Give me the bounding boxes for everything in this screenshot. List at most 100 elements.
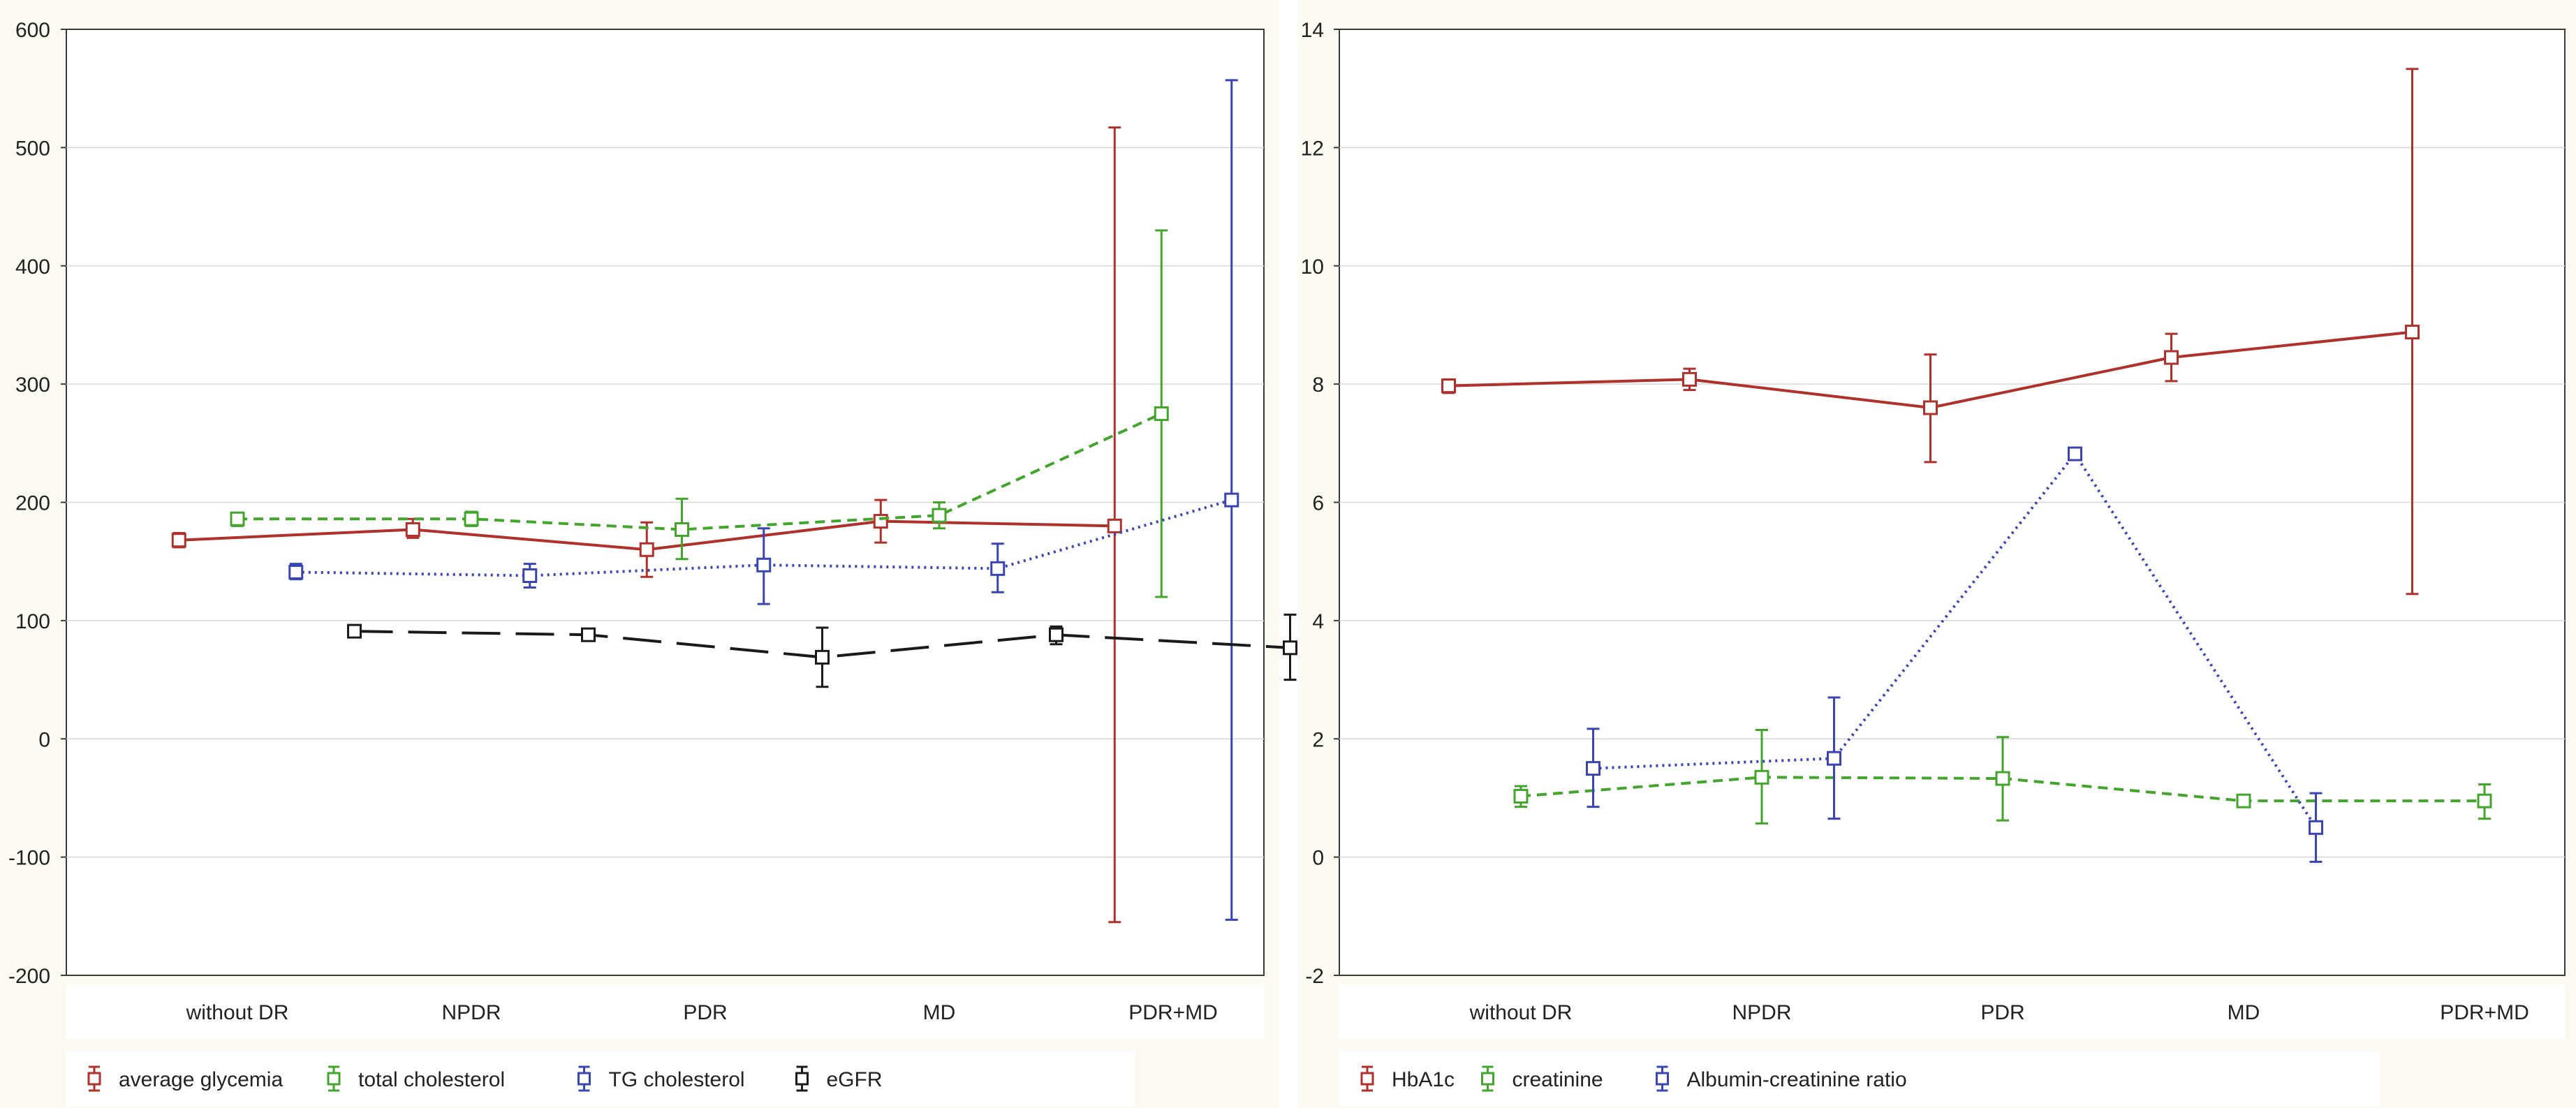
data-point-marker	[1441, 378, 1456, 394]
legend: HbA1c creatinine Albumin-creatinine ratio	[1339, 1051, 2380, 1107]
y-tick-label: 600	[15, 19, 50, 42]
data-point-marker	[2477, 793, 2492, 808]
category-axis-box	[66, 984, 1264, 1039]
legend-label: Albumin-creatinine ratio	[1687, 1068, 1907, 1091]
data-point-marker	[675, 522, 689, 537]
y-tick-label: 8	[1312, 374, 1324, 397]
left-chart-svg: -200 -100 0 100 200 300 400 500 600 without DR NPD…	[8, 19, 1297, 1107]
x-category-label: PDR	[1980, 1001, 2024, 1024]
legend-label: eGFR	[827, 1068, 883, 1091]
data-point-marker	[1827, 751, 1841, 766]
data-point-marker	[1154, 406, 1169, 421]
data-point-marker	[1049, 627, 1063, 642]
data-point-marker	[2164, 350, 2179, 365]
legend: average glycemia total cholesterol TG chol…	[66, 1051, 1135, 1107]
x-category-label: PDR+MD	[2440, 1001, 2529, 1024]
legend-marker	[1481, 1072, 1494, 1086]
x-category-label: PDR+MD	[1128, 1001, 1218, 1024]
x-category-label: NPDR	[441, 1001, 501, 1024]
data-point-marker	[932, 508, 947, 523]
series-egfr	[347, 613, 1297, 688]
legend-item: eGFR	[795, 1065, 883, 1092]
data-point-marker	[756, 557, 772, 573]
y-tick-label: -100	[8, 847, 50, 870]
y-tick-label: 0	[38, 728, 50, 751]
legend-marker	[1360, 1072, 1374, 1086]
y-tick-label: -200	[8, 965, 50, 988]
legend-label: average glycemia	[119, 1068, 283, 1091]
series-albumin-creatinine-ratio	[1586, 446, 2323, 863]
x-category-label: without DR	[1469, 1001, 1573, 1024]
legend-marker	[795, 1072, 809, 1086]
legend-marker	[577, 1072, 591, 1086]
data-point-marker	[581, 627, 596, 642]
y-tick-label: -2	[1305, 965, 1324, 988]
data-point-marker	[464, 511, 479, 526]
legend-label: TG cholesterol	[609, 1068, 745, 1091]
legend-label: HbA1c	[1392, 1068, 1455, 1091]
data-point-marker	[1754, 769, 1769, 785]
data-point-marker	[873, 514, 888, 529]
legend-marker	[327, 1072, 341, 1086]
legend-marker	[87, 1072, 101, 1086]
legend-item: total cholesterol	[327, 1065, 505, 1092]
right-chart-panel: -2 0 2 4 6 8 10 12 14 without DR NPDR PDR MD PDR+MD Hb…	[1297, 0, 2576, 1108]
right-chart-svg: -2 0 2 4 6 8 10 12 14 without DR NPDR PDR MD PDR+MD Hb…	[1301, 19, 2566, 1107]
data-point-marker	[1923, 400, 1938, 415]
category-axis-box	[1339, 984, 2565, 1039]
series-line	[354, 630, 1290, 659]
data-point-marker	[815, 649, 830, 665]
data-point-marker	[1513, 788, 1529, 804]
x-category-label: NPDR	[1732, 1001, 1791, 1024]
x-category-label: PDR	[683, 1001, 727, 1024]
series-line	[1593, 451, 2318, 829]
data-point-marker	[2309, 820, 2323, 835]
data-point-marker	[639, 542, 654, 557]
data-point-marker	[1107, 518, 1122, 533]
series-hba1c	[1441, 68, 2420, 596]
data-point-marker	[2068, 446, 2082, 461]
y-tick-label: 2	[1312, 728, 1324, 751]
legend-box	[66, 1051, 1135, 1107]
y-tick-label: 10	[1301, 256, 1324, 279]
data-point-marker	[1586, 761, 1600, 776]
series-total-cholesterol	[230, 229, 1169, 598]
legend-marker	[1656, 1072, 1669, 1086]
y-tick-label: 0	[1312, 847, 1324, 870]
x-category-label: MD	[2228, 1001, 2260, 1024]
y-tick-label: 200	[15, 492, 50, 515]
data-point-marker	[288, 564, 304, 579]
legend-item: Albumin-creatinine ratio	[1656, 1065, 1907, 1092]
data-point-marker	[2405, 325, 2420, 340]
data-point-marker	[1283, 640, 1297, 656]
legend-label: total cholesterol	[358, 1068, 505, 1091]
left-chart-panel: -200 -100 0 100 200 300 400 500 600 without DR NPD…	[0, 0, 1297, 1108]
data-point-marker	[347, 623, 362, 639]
data-point-marker	[230, 511, 245, 526]
y-tick-label: 500	[15, 137, 50, 160]
x-category-label: without DR	[186, 1001, 289, 1024]
y-tick-label: 300	[15, 374, 50, 397]
y-tick-label: 6	[1312, 492, 1324, 515]
data-point-marker	[405, 522, 420, 537]
data-point-marker	[990, 561, 1006, 576]
x-category-label: MD	[923, 1001, 956, 1024]
y-tick-label: 4	[1312, 610, 1324, 633]
data-point-marker	[1224, 492, 1239, 508]
series-creatinine	[1513, 729, 2492, 825]
y-tick-label: 14	[1301, 19, 1324, 42]
y-tick-label: 400	[15, 256, 50, 279]
legend-item: average glycemia	[87, 1065, 283, 1092]
legend-item: creatinine	[1481, 1065, 1603, 1092]
legend-box	[1339, 1051, 2380, 1107]
legend-item: HbA1c	[1360, 1065, 1455, 1092]
legend-item: TG cholesterol	[577, 1065, 745, 1092]
y-tick-label: 100	[15, 610, 50, 633]
series-average-glycemia	[171, 126, 1122, 924]
y-tick-label: 12	[1301, 137, 1324, 160]
data-point-marker	[171, 533, 186, 548]
data-point-marker	[1682, 371, 1697, 387]
series-tg-cholesterol	[288, 79, 1239, 921]
data-point-marker	[2236, 793, 2251, 808]
legend-label: creatinine	[1513, 1068, 1603, 1091]
